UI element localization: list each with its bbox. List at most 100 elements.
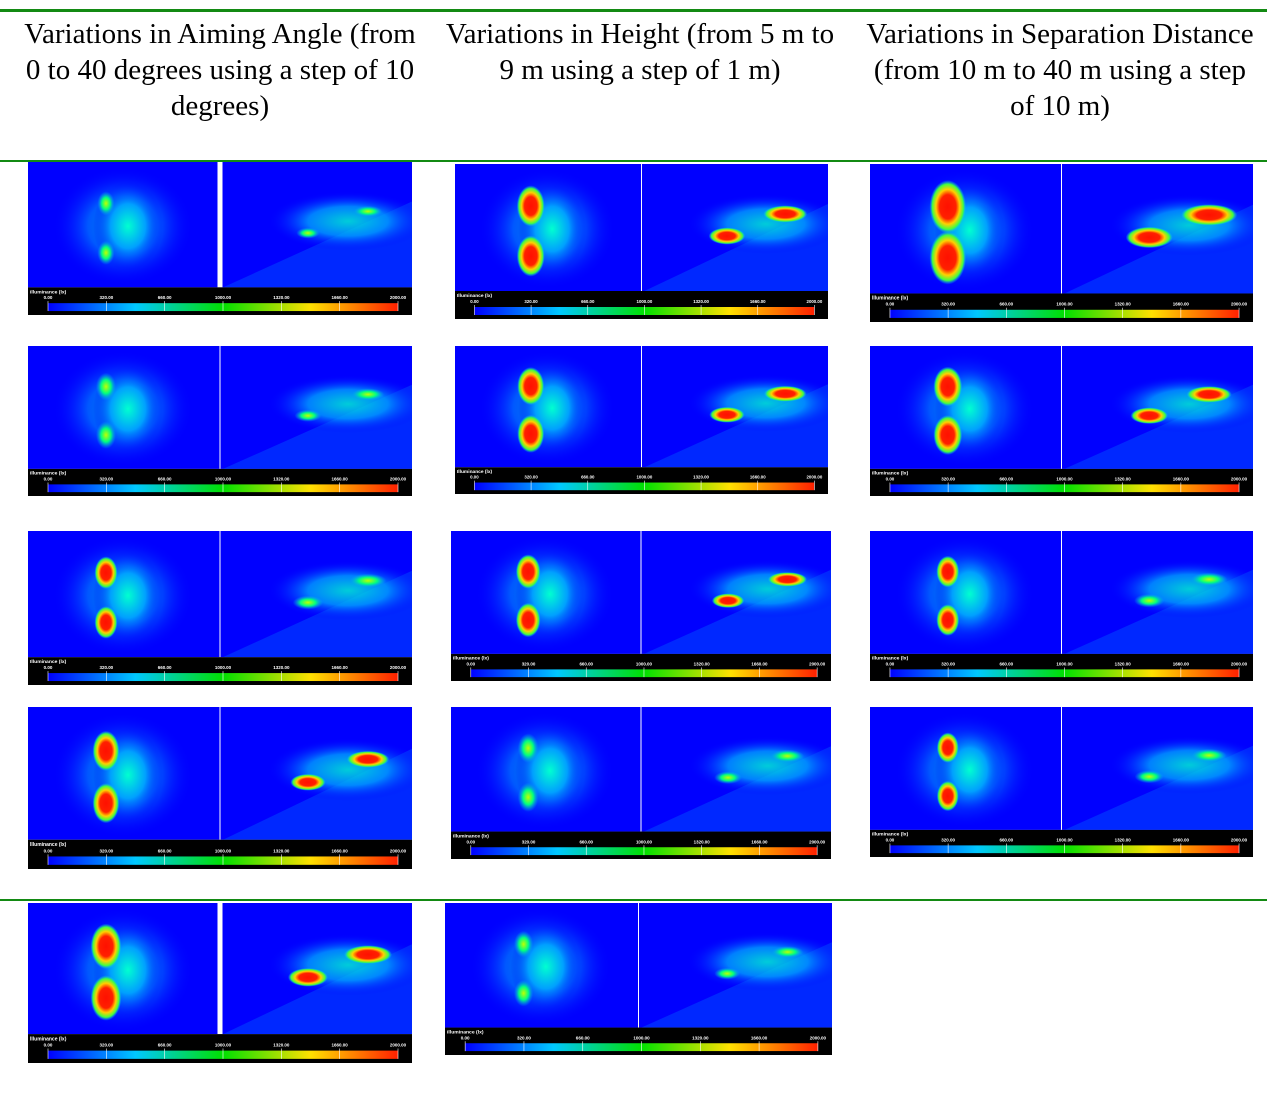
colorbar-tick-label: 2000.00 bbox=[1231, 662, 1248, 667]
colorbar-tick-label: 660.00 bbox=[581, 475, 595, 480]
colorbar-tick-label: 0.00 bbox=[470, 475, 479, 480]
colorbar-tick-label: 2000.00 bbox=[809, 839, 826, 844]
column-header: Variations in Height (from 5 m to 9 m us… bbox=[440, 16, 840, 88]
colorbar-tick-label: 2000.00 bbox=[1231, 477, 1248, 482]
colorbar-tick-label: 1320.00 bbox=[273, 477, 290, 482]
spot bbox=[937, 781, 959, 811]
colorbar-tick-label: 320.00 bbox=[517, 1035, 531, 1040]
colorbar-tick-label: 1000.00 bbox=[215, 1042, 232, 1047]
colorbar-tick-label: 660.00 bbox=[158, 477, 172, 482]
colorbar-tick-label: 1000.00 bbox=[633, 1035, 650, 1040]
spot bbox=[516, 603, 541, 637]
spot bbox=[296, 228, 319, 239]
colorbar-label: Illuminance (lx) bbox=[30, 1036, 67, 1042]
colorbar-tick-label: 1000.00 bbox=[1056, 838, 1073, 843]
colorbar-tick-label: 660.00 bbox=[158, 848, 172, 853]
colorbar-tick-label: 1320.00 bbox=[693, 299, 709, 304]
spot bbox=[288, 968, 328, 987]
spot bbox=[712, 593, 744, 608]
spot bbox=[930, 180, 967, 233]
colorbar-tick-label: 1320.00 bbox=[1115, 838, 1132, 843]
spot bbox=[714, 968, 740, 980]
spot bbox=[1126, 227, 1173, 248]
colorbar-tick-label: 660.00 bbox=[999, 477, 1013, 482]
colorbar-tick-label: 0.00 bbox=[886, 302, 895, 307]
colorbar-tick-label: 1000.00 bbox=[1056, 302, 1073, 307]
spot bbox=[930, 231, 967, 284]
spot bbox=[517, 185, 545, 226]
spot bbox=[764, 386, 807, 402]
spot bbox=[295, 410, 322, 422]
colorbar-tick-label: 2000.00 bbox=[1231, 302, 1248, 307]
colorbar-tick-label: 1660.00 bbox=[750, 475, 766, 480]
colorbar-tick-label: 0.00 bbox=[461, 1035, 470, 1040]
colorbar-tick-label: 660.00 bbox=[579, 839, 593, 844]
spot bbox=[293, 596, 323, 610]
colorbar-tick-label: 1320.00 bbox=[1115, 662, 1132, 667]
spot bbox=[96, 373, 116, 401]
colorbar-tick-label: 1660.00 bbox=[1173, 838, 1190, 843]
colorbar-tick-label: 1000.00 bbox=[637, 475, 653, 480]
illuminance-image: Illuminance (lx)0.00320.00660.001000.001… bbox=[445, 903, 832, 1055]
colorbar-tick-label: 2000.00 bbox=[809, 662, 826, 667]
spot bbox=[290, 774, 325, 791]
spot bbox=[933, 367, 962, 407]
spot bbox=[933, 415, 962, 455]
colorbar-tick-label: 660.00 bbox=[999, 302, 1013, 307]
spot bbox=[514, 931, 533, 958]
colorbar-tick-label: 1320.00 bbox=[273, 665, 290, 670]
spot bbox=[768, 572, 807, 587]
illuminance-image: Illuminance (lx)0.00320.00660.001000.001… bbox=[451, 531, 831, 681]
spot bbox=[97, 241, 114, 265]
colorbar-tick-label: 0.00 bbox=[466, 662, 475, 667]
colorbar-tick-label: 1320.00 bbox=[692, 1035, 709, 1040]
colorbar-tick-label: 0.00 bbox=[44, 1042, 53, 1047]
colorbar-tick-label: 660.00 bbox=[999, 662, 1013, 667]
spot bbox=[1131, 407, 1169, 423]
colorbar-label: Illuminance (lx) bbox=[30, 842, 67, 848]
colorbar-tick-label: 660.00 bbox=[576, 1035, 590, 1040]
colorbar-tick-label: 2000.00 bbox=[1231, 838, 1248, 843]
colorbar-tick-label: 1000.00 bbox=[636, 839, 653, 844]
spot bbox=[96, 421, 116, 449]
colorbar-tick-label: 1660.00 bbox=[332, 477, 349, 482]
colorbar-tick-label: 2000.00 bbox=[390, 1042, 407, 1047]
colorbar-tick-label: 320.00 bbox=[941, 477, 955, 482]
section-rule bbox=[0, 899, 1267, 901]
colorbar-tick-label: 320.00 bbox=[941, 838, 955, 843]
colorbar-tick-label: 0.00 bbox=[886, 838, 895, 843]
spot bbox=[518, 783, 539, 812]
colorbar-tick-label: 320.00 bbox=[99, 295, 113, 300]
spot bbox=[516, 554, 541, 588]
colorbar-tick-label: 1000.00 bbox=[215, 848, 232, 853]
spot bbox=[1135, 770, 1164, 783]
spot bbox=[763, 206, 807, 223]
colorbar-tick-label: 1000.00 bbox=[215, 665, 232, 670]
colorbar-tick-label: 2000.00 bbox=[390, 477, 407, 482]
colorbar-tick-label: 1660.00 bbox=[332, 848, 349, 853]
spot bbox=[347, 751, 389, 768]
spot bbox=[514, 980, 533, 1007]
colorbar-tick-label: 2000.00 bbox=[390, 665, 407, 670]
colorbar-tick-label: 1660.00 bbox=[750, 299, 766, 304]
colorbar-tick-label: 0.00 bbox=[886, 477, 895, 482]
colorbar-tick-label: 0.00 bbox=[44, 665, 53, 670]
colorbar-tick-label: 1660.00 bbox=[332, 665, 349, 670]
colorbar-tick-label: 1000.00 bbox=[215, 477, 232, 482]
colorbar-tick-label: 1660.00 bbox=[751, 839, 768, 844]
spot bbox=[517, 367, 544, 405]
colorbar-tick-label: 320.00 bbox=[99, 477, 113, 482]
colorbar-tick-label: 1000.00 bbox=[1056, 477, 1073, 482]
colorbar-tick-label: 1320.00 bbox=[693, 475, 709, 480]
spot bbox=[97, 191, 114, 215]
colorbar-tick-label: 320.00 bbox=[524, 475, 538, 480]
colorbar-tick-label: 660.00 bbox=[158, 1042, 172, 1047]
colorbar-tick-label: 1000.00 bbox=[1056, 662, 1073, 667]
spot bbox=[95, 606, 118, 639]
spot bbox=[344, 945, 392, 964]
